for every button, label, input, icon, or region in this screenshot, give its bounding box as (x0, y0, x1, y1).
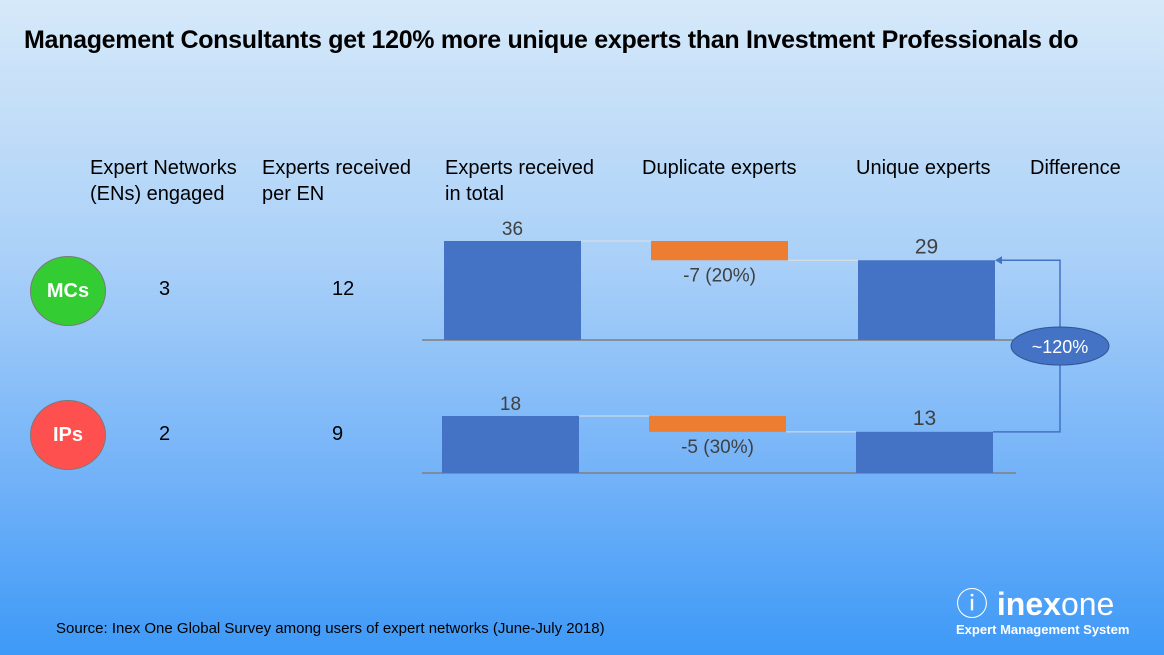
difference-badge (1010, 326, 1110, 366)
bar-duplicate (651, 241, 788, 261)
header-per-en: Experts received per EN (262, 157, 411, 205)
label-duplicate: -7 (20%) (683, 265, 756, 286)
header-ens: Expert Networks (ENs) engaged (90, 157, 237, 205)
row-label: MCs (46, 279, 90, 302)
ips-per-en-value: 9 (332, 423, 344, 445)
ips-ens-value: 2 (159, 423, 171, 445)
label-unique: 29 (915, 235, 938, 258)
logo-light: one (1060, 586, 1115, 622)
bar-unique (858, 260, 995, 340)
row-badge-ips: IPs (30, 400, 106, 470)
label-unique: 13 (913, 407, 936, 430)
page-title: Management Consultants get 120% more uni… (24, 26, 1079, 54)
logo-tagline: Expert Management System (956, 622, 1130, 637)
logo-bold: inex (996, 586, 1061, 622)
label-duplicate: -5 (30%) (681, 437, 754, 458)
label-total: 18 (500, 394, 521, 415)
header-difference: Difference (1030, 157, 1121, 179)
inexone-logo: ⓘ inexone Expert Management System (956, 588, 1129, 637)
bar-total (444, 241, 581, 340)
row-label: IPs (52, 423, 84, 446)
mcs-per-en-value: 12 (332, 278, 355, 300)
bar-duplicate (649, 416, 786, 432)
header-duplicate: Duplicate experts (642, 157, 797, 179)
header-unique: Unique experts (856, 157, 991, 179)
mcs-ens-value: 3 (159, 278, 171, 300)
label-total: 36 (502, 219, 523, 240)
bar-total (442, 416, 579, 473)
header-total: Experts received in total (445, 157, 594, 205)
row-badge-mcs: MCs (30, 256, 106, 326)
difference-label: ~120% (1032, 337, 1089, 357)
arrow-head-icon (995, 256, 1002, 265)
bar-unique (856, 431, 993, 473)
source-note: Source: Inex One Global Survey among use… (56, 620, 605, 637)
logo-icon: ⓘ (956, 586, 989, 622)
